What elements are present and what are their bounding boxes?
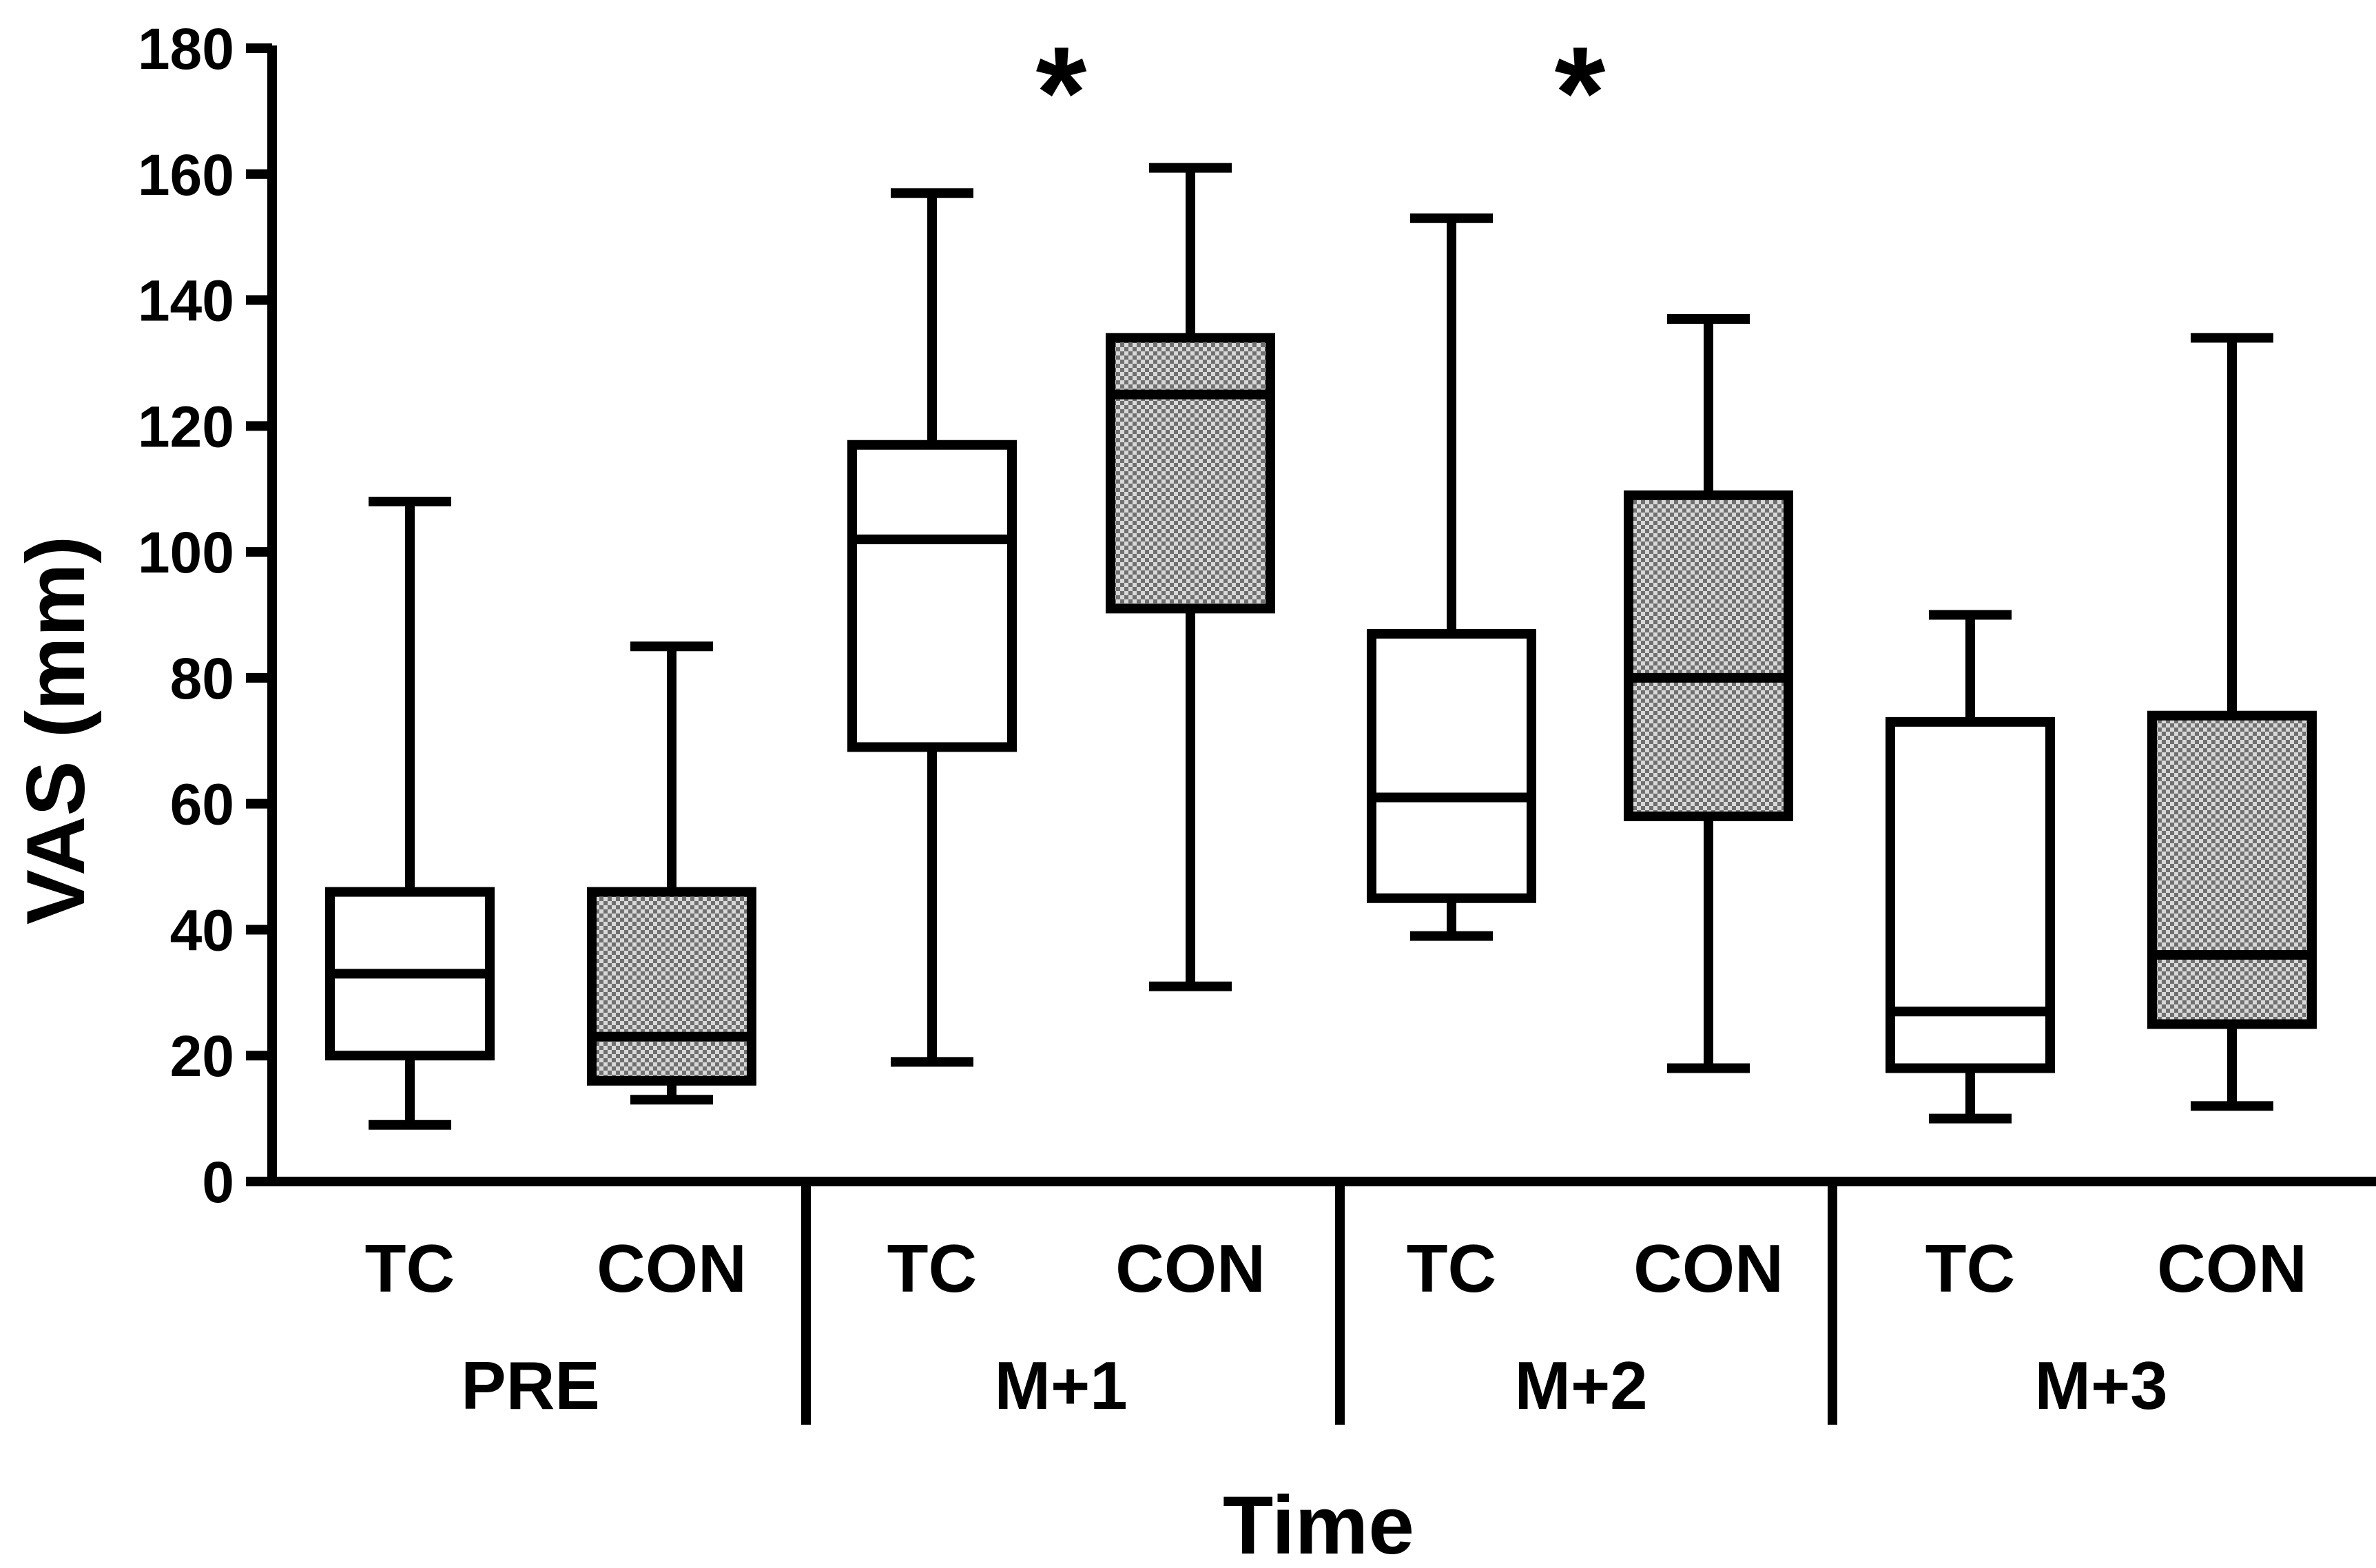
y-tick-label-140: 140 (138, 269, 234, 333)
boxes-layer (325, 163, 2317, 1130)
group-label-M+1: M+1 (994, 1348, 1127, 1423)
category-label-M+3-CON: CON (2157, 1230, 2307, 1306)
group-label-PRE: PRE (461, 1348, 600, 1423)
x-axis-title: Time (1223, 1479, 1414, 1568)
y-tick-label-80: 80 (170, 646, 234, 711)
axes-layer (246, 43, 2376, 1425)
y-tick-label-40: 40 (170, 898, 234, 962)
category-label-M+3-TC: TC (1925, 1230, 2016, 1306)
y-tick-label-100: 100 (138, 520, 234, 585)
y-tick-label-0: 0 (202, 1150, 234, 1215)
box-M+2-CON (1624, 490, 1793, 821)
group-label-M+3: M+3 (2034, 1348, 2167, 1423)
y-axis-title: VAS (mm) (10, 536, 102, 925)
category-label-PRE-CON: CON (597, 1230, 747, 1306)
box-M+1-TC (847, 440, 1017, 752)
box-PRE-CON (587, 887, 756, 1086)
y-tick-label-20: 20 (170, 1024, 234, 1089)
box-M+3-CON (2147, 710, 2317, 1029)
y-tick-label-120: 120 (138, 394, 234, 459)
box-M+2-TC (1367, 628, 1536, 903)
box-M+1-CON (1106, 333, 1275, 614)
category-label-M+1-CON: CON (1115, 1230, 1266, 1306)
y-tick-label-180: 180 (138, 17, 234, 81)
significance-marker-M+2: * (1555, 20, 1606, 166)
category-label-PRE-TC: TC (365, 1230, 455, 1306)
significance-marker-M+1: * (1036, 20, 1087, 166)
y-tick-label-160: 160 (138, 143, 234, 207)
y-tick-label-60: 60 (170, 772, 234, 837)
category-label-M+1-TC: TC (887, 1230, 978, 1306)
group-label-M+2: M+2 (1514, 1348, 1647, 1423)
category-label-M+2-TC: TC (1407, 1230, 1497, 1306)
category-label-M+2-CON: CON (1633, 1230, 1784, 1306)
